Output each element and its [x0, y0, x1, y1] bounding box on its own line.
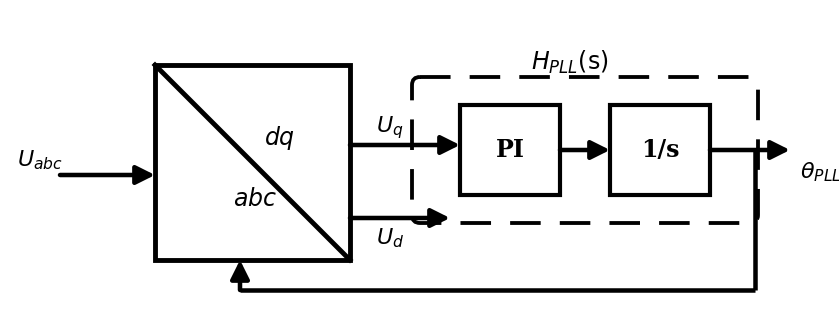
Text: $dq$: $dq$ [264, 124, 295, 152]
Text: PI: PI [496, 138, 524, 162]
Text: $abc$: $abc$ [233, 188, 277, 212]
Text: $\theta_{PLL}$: $\theta_{PLL}$ [800, 160, 839, 184]
Text: $H_{PLL}\mathrm{(s)}$: $H_{PLL}\mathrm{(s)}$ [531, 49, 609, 76]
Text: $U_q$: $U_q$ [376, 115, 404, 141]
Text: $U_d$: $U_d$ [376, 226, 404, 250]
Text: 1/s: 1/s [641, 138, 680, 162]
Text: $U_{abc}$: $U_{abc}$ [17, 148, 63, 172]
Bar [460, 105, 560, 195]
Bar [610, 105, 710, 195]
Bar [155, 65, 350, 260]
